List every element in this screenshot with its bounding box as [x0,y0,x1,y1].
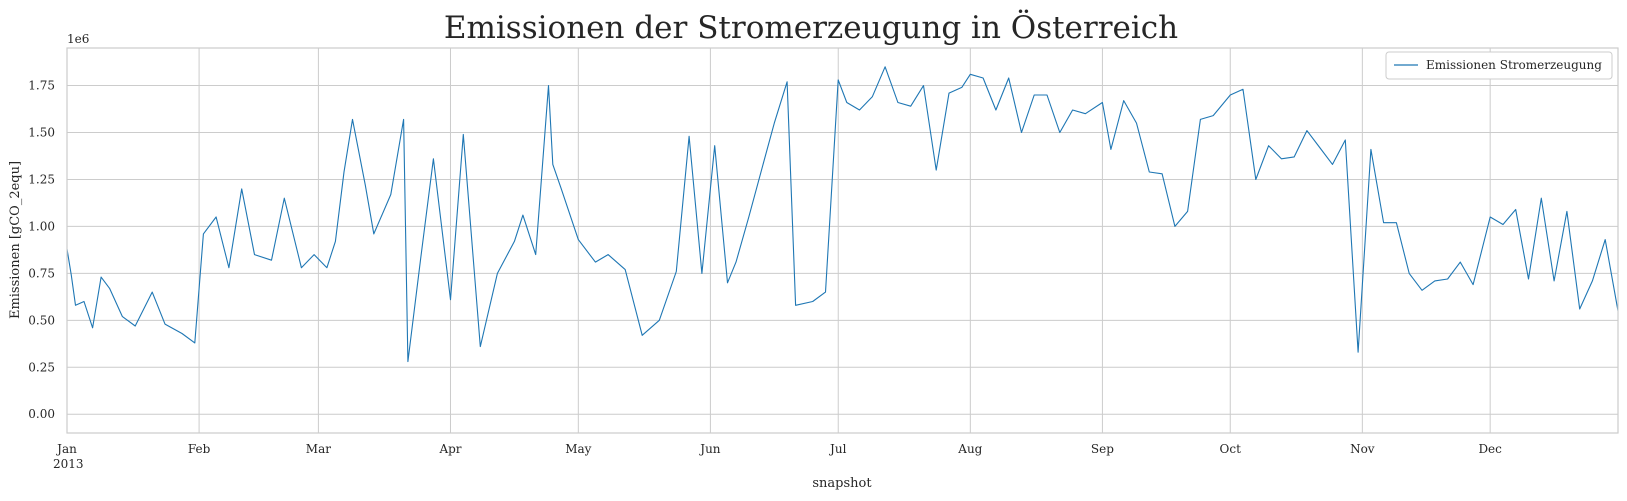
x-year-label: 2013 [53,457,84,471]
plot-frame [66,47,1619,434]
series-layer [66,66,1619,363]
y-tick-label: 0.00 [28,407,55,421]
x-tick-label: Dec [1478,442,1502,456]
legend: Emissionen Stromerzeugung [1385,51,1613,80]
x-tick-label: Jan [55,442,77,456]
legend-label: Emissionen Stromerzeugung [1426,58,1602,72]
x-tick-label: May [565,442,591,456]
y-tick-label: 0.25 [28,360,55,374]
grid [66,48,1618,433]
x-tick-label: Aug [957,442,982,456]
legend-box [1385,51,1613,80]
x-tick-label: Mar [306,442,331,456]
x-tick-label: Sep [1091,442,1114,456]
x-tick-label: Oct [1220,442,1242,456]
x-axis: Jan Feb Mar Apr May Jun Jul Aug Sep Oct Nov Dec [55,442,1502,456]
x-tick-label: Jun [698,442,721,456]
x-tick-label: Nov [1350,442,1375,456]
y-axis-label: Emissionen [gCO_2equ] [8,161,23,319]
y-tick-label: 0.75 [28,266,55,280]
x-tick-label: Apr [438,442,461,456]
x-axis-label: snapshot [812,476,872,491]
series-line [66,66,1619,363]
y-tick-label: 0.50 [28,313,55,327]
y-axis: 0.00 0.25 0.50 0.75 1.00 1.25 1.50 1.75 [28,79,55,422]
x-tick-label: Jul [828,442,847,456]
y-tick-label: 1.25 [28,172,55,186]
y-offset-label: 1e6 [67,32,89,46]
y-tick-label: 1.50 [28,126,55,140]
x-tick-label: Feb [188,442,211,456]
chart-title: Emissionen der Stromerzeugung in Österre… [444,8,1178,46]
y-tick-label: 1.00 [28,219,55,233]
y-tick-label: 1.75 [28,79,55,93]
